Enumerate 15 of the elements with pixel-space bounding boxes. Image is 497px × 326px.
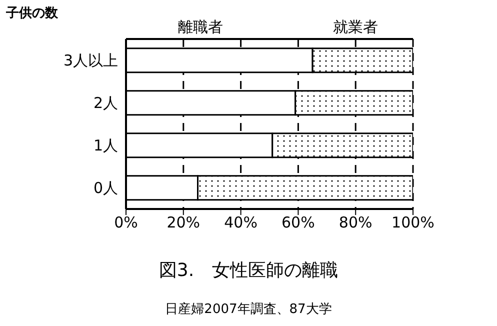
x-tick-label: 20% [166,214,200,232]
x-tick-label: 60% [282,214,315,232]
y-tick-label: 1人 [93,136,118,155]
x-tick-label: 40% [224,214,258,232]
x-tick-label: 80% [338,214,372,232]
x-tick-label: 100% [392,214,434,232]
x-tick-label: 0% [114,214,138,232]
y-tick-label: 3人以上 [63,52,118,70]
y-tick-label: 2人 [93,94,118,112]
series-label: 離職者 [178,18,224,37]
text: 図3. 女性医師の離職 [158,259,340,282]
y-axis-title: 子供の数 [6,5,58,22]
text: 日産婦2007年調査、87大学 [164,301,333,318]
series-label: 就業者 [333,18,378,37]
y-tick-label: 0人 [93,179,118,198]
